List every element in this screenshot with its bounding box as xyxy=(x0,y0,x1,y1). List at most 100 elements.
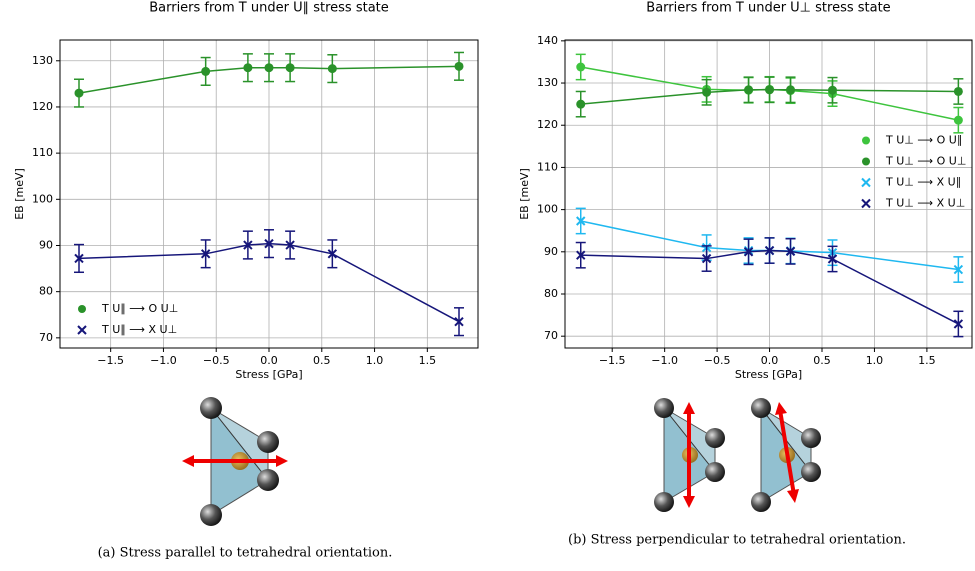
marker xyxy=(953,86,963,96)
legend-label: T U⊥ ⟶ X U⊥ xyxy=(885,197,965,210)
x-axis-label: Stress [GPa] xyxy=(235,368,302,381)
legend-entry: T U⊥ ⟶ O U⊥ xyxy=(862,155,966,168)
marker xyxy=(201,66,211,76)
y-tick-label: 70 xyxy=(39,331,53,344)
y-tick-label: 110 xyxy=(537,160,558,173)
y-tick-label: 80 xyxy=(544,287,558,300)
marker xyxy=(264,63,274,73)
y-tick-label: 110 xyxy=(32,146,53,159)
marker-stroke xyxy=(327,249,338,259)
caption: (b) Stress perpendicular to tetrahedral … xyxy=(568,533,906,548)
marker xyxy=(743,247,754,257)
plot-frame xyxy=(59,39,479,349)
chart-title: Barriers from T under U⊥ stress state xyxy=(646,1,890,16)
marker xyxy=(454,316,464,327)
marker-stroke xyxy=(743,247,754,257)
marker xyxy=(576,62,586,72)
marker xyxy=(576,216,586,226)
x-tick-label: 0.5 xyxy=(313,354,331,367)
marker-stroke xyxy=(701,253,712,264)
plot-frame xyxy=(564,39,973,349)
legend-entry: T U⊥ ⟶ O U∥ xyxy=(862,134,962,147)
marker xyxy=(953,115,963,125)
x-tick-label: 1.0 xyxy=(366,354,384,367)
x-tick-label: −1.5 xyxy=(599,354,626,367)
x-tick-label: −1.0 xyxy=(651,354,678,367)
marker-stroke xyxy=(827,254,838,264)
x-tick-label: −0.5 xyxy=(704,354,731,367)
marker xyxy=(243,240,253,250)
legend-marker xyxy=(861,198,871,209)
legend-marker xyxy=(862,157,870,166)
marker xyxy=(701,253,712,264)
legend-entry: T U⊥ ⟶ X U∥ xyxy=(861,176,961,189)
x-tick-label: 1.5 xyxy=(918,354,936,367)
x-axis-label: Stress [GPa] xyxy=(735,368,802,381)
legend-label: T U⊥ ⟶ X U∥ xyxy=(885,176,961,189)
y-tick-label: 90 xyxy=(544,245,558,258)
marker xyxy=(786,85,796,95)
marker xyxy=(953,319,964,329)
y-axis-label: EB [meV] xyxy=(518,168,531,220)
legend-entry: T U∥ ⟶ X U⊥ xyxy=(77,323,177,336)
marker-stroke xyxy=(576,250,586,260)
legend-label: T U⊥ ⟶ O U⊥ xyxy=(885,155,966,168)
tetrahedron-illustration xyxy=(182,397,288,526)
x-tick-label: 1.5 xyxy=(419,354,437,367)
x-tick-label: 0.0 xyxy=(761,354,779,367)
y-tick-label: 100 xyxy=(32,192,53,205)
marker-stroke xyxy=(576,216,586,226)
y-tick-label: 120 xyxy=(537,118,558,131)
marker-stroke xyxy=(74,253,84,264)
legend-label: T U∥ ⟶ X U⊥ xyxy=(101,323,177,336)
legend-marker xyxy=(77,325,87,335)
marker-stroke xyxy=(264,238,274,249)
y-tick-label: 70 xyxy=(544,329,558,342)
legend-marker xyxy=(861,177,871,188)
y-tick-label: 80 xyxy=(39,285,53,298)
marker-stroke xyxy=(285,240,295,250)
marker xyxy=(827,254,838,264)
chart-title: Barriers from T under U∥ stress state xyxy=(149,1,389,16)
legend-label: T U⊥ ⟶ O U∥ xyxy=(885,134,962,147)
marker xyxy=(74,88,84,98)
x-tick-label: 1.0 xyxy=(866,354,884,367)
caption: (a) Stress parallel to tetrahedral orien… xyxy=(98,546,393,561)
marker xyxy=(764,245,775,256)
y-tick-label: 130 xyxy=(537,76,558,89)
marker xyxy=(953,264,964,275)
y-axis-label: EB [meV] xyxy=(13,168,26,220)
legend-entry: T U∥ ⟶ O U⊥ xyxy=(78,302,178,315)
marker xyxy=(243,63,253,73)
y-tick-label: 140 xyxy=(537,34,558,47)
marker xyxy=(285,63,295,73)
marker-stroke xyxy=(243,240,253,250)
y-tick-label: 90 xyxy=(39,238,53,251)
marker xyxy=(285,240,295,250)
y-tick-label: 120 xyxy=(32,100,53,113)
marker-stroke xyxy=(764,245,775,256)
marker-stroke xyxy=(953,264,964,275)
marker xyxy=(785,246,796,257)
x-tick-label: 0.5 xyxy=(813,354,831,367)
marker xyxy=(74,253,84,264)
marker xyxy=(827,85,837,95)
x-tick-label: −1.0 xyxy=(150,354,177,367)
legend-label: T U∥ ⟶ O U⊥ xyxy=(101,302,178,315)
marker xyxy=(744,85,754,95)
marker-stroke xyxy=(454,316,464,327)
marker xyxy=(576,99,586,109)
marker xyxy=(765,85,775,95)
marker xyxy=(264,238,274,249)
marker xyxy=(200,249,211,259)
marker xyxy=(576,250,586,260)
tetrahedron-illustration xyxy=(654,398,821,512)
y-tick-label: 100 xyxy=(537,203,558,216)
marker xyxy=(454,61,464,71)
y-tick-label: 130 xyxy=(32,54,53,67)
marker xyxy=(327,64,337,74)
x-tick-label: −0.5 xyxy=(203,354,230,367)
legend-entry: T U⊥ ⟶ X U⊥ xyxy=(861,197,965,210)
x-tick-label: −1.5 xyxy=(97,354,124,367)
